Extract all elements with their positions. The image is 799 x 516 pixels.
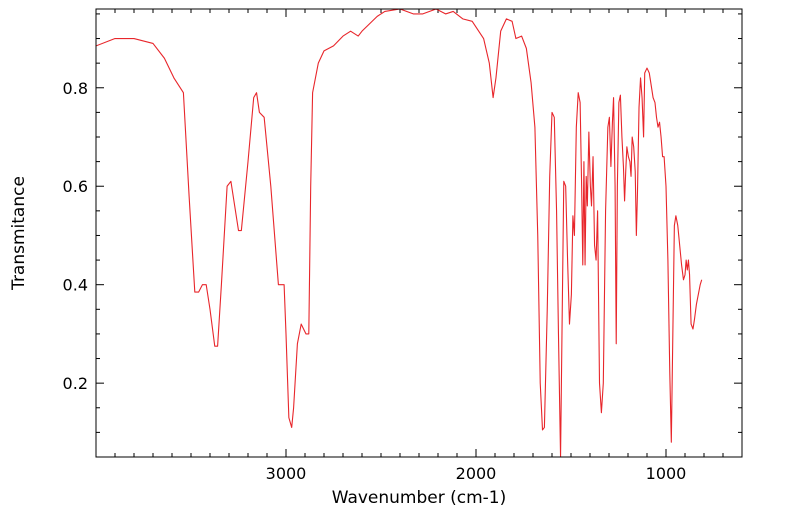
tick-labels-layer: 3000 2000 1000 0.2 0.4 0.6 0.8: [63, 79, 687, 483]
x-tick-label-1000: 1000: [646, 464, 687, 483]
ticks-layer: [96, 9, 742, 457]
y-tick-label-0.8: 0.8: [63, 79, 88, 98]
series-line-spectrum: [96, 9, 703, 457]
y-axis-label: Transmitance: [9, 176, 29, 291]
y-tick-label-0.2: 0.2: [63, 374, 88, 393]
x-tick-label-3000: 3000: [266, 464, 307, 483]
plot-frame: [95, 8, 743, 458]
y-tick-label-0.4: 0.4: [63, 276, 88, 295]
series-layer: [96, 9, 703, 457]
x-axis-label: Wavenumber (cm-1): [332, 488, 507, 508]
y-tick-label-0.6: 0.6: [63, 177, 88, 196]
x-tick-label-2000: 2000: [456, 464, 497, 483]
